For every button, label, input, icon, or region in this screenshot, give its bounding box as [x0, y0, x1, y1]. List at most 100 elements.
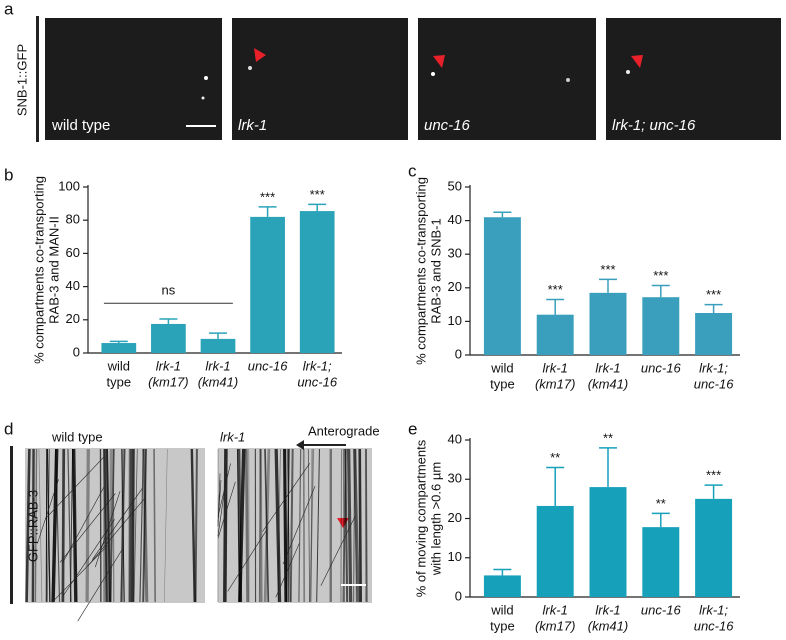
streak [244, 448, 249, 603]
image-caption: lrk-1; unc-16 [612, 117, 696, 134]
y-axis-label: % compartments co-transporting [31, 176, 46, 364]
panel-label: c [408, 161, 417, 180]
y-tick-label: 30 [448, 246, 462, 261]
arrow-head [296, 440, 304, 450]
trajectory [262, 463, 310, 532]
puncta [626, 70, 630, 74]
streak [31, 448, 35, 603]
streak [104, 448, 110, 603]
x-tick-label: (km41) [588, 618, 628, 633]
trajectory [62, 519, 115, 597]
image-caption: wild type [51, 429, 103, 444]
x-tick-label: type [490, 376, 515, 391]
x-tick-label: type [107, 374, 132, 389]
x-tick-label: unc-16 [297, 374, 338, 389]
x-tick-label: lrk-1 [595, 602, 620, 617]
streak [352, 448, 360, 603]
streak [61, 448, 66, 603]
bar [483, 575, 521, 597]
streak [194, 448, 198, 603]
y-tick-label: 20 [66, 311, 80, 326]
streak [316, 448, 320, 603]
significance: *** [260, 189, 275, 204]
bar [200, 338, 236, 353]
y-tick-label: 100 [58, 178, 80, 193]
puncta [204, 76, 208, 80]
bar [642, 297, 680, 355]
x-tick-label: (km17) [535, 618, 575, 633]
streak [55, 448, 61, 603]
streak [109, 448, 115, 603]
streak [307, 448, 310, 603]
y-axis-label: % of moving compartments [413, 439, 428, 597]
x-tick-label: unc-16 [641, 602, 682, 617]
streak [283, 448, 288, 603]
x-tick-label: lrk-1 [543, 602, 568, 617]
image-caption: lrk-1 [238, 117, 267, 134]
streak [343, 448, 345, 603]
y-tick-label: 20 [448, 279, 462, 294]
streak [347, 448, 353, 603]
streak [274, 448, 282, 603]
x-tick-label: (km41) [588, 376, 628, 391]
y-tick-label: 30 [448, 471, 462, 486]
streak [121, 448, 125, 603]
streak [286, 448, 291, 603]
streak [71, 448, 78, 603]
puncta [201, 96, 205, 100]
streak [69, 448, 73, 603]
streak [153, 448, 156, 603]
streak [340, 448, 343, 603]
annotation: ns [162, 283, 176, 298]
y-tick-label: 0 [455, 588, 462, 603]
streak [133, 448, 138, 603]
puncta [431, 72, 435, 76]
x-tick-label: unc-16 [248, 358, 289, 373]
puncta [566, 78, 570, 82]
x-tick-label: lrk-1 [595, 360, 620, 375]
x-tick-label: wild [490, 360, 513, 375]
streak [85, 448, 90, 603]
significance: ** [550, 450, 560, 465]
streak [310, 448, 313, 603]
streak [128, 448, 133, 603]
streak [139, 448, 144, 603]
x-tick-label: lrk-1; [699, 602, 728, 617]
streak [258, 448, 262, 603]
trajectory [92, 487, 143, 560]
bar [695, 498, 733, 597]
trajectory [87, 498, 145, 567]
y-axis-label: RAB-3 and SNB-1 [428, 218, 443, 324]
streak [142, 448, 147, 603]
x-tick-label: wild [490, 602, 513, 617]
streak [34, 448, 38, 603]
bar [695, 313, 733, 355]
y-tick-label: 50 [448, 178, 462, 193]
x-tick-label: unc-16 [694, 618, 735, 633]
streak [358, 448, 362, 603]
bracket [10, 446, 13, 604]
y-tick-label: 0 [73, 344, 80, 359]
streak [164, 448, 168, 603]
trajectory [77, 547, 124, 622]
arrowhead [254, 48, 266, 62]
bar [589, 292, 627, 355]
bar [642, 527, 680, 597]
direction-label: Anterograde [308, 423, 380, 438]
trajectory [275, 543, 300, 598]
image-caption: lrk-1 [220, 429, 245, 444]
panel-label: d [4, 419, 13, 438]
bar [536, 314, 574, 355]
trajectory [320, 516, 356, 586]
streak [38, 448, 43, 603]
micrograph [45, 18, 222, 140]
significance: *** [310, 187, 325, 202]
y-tick-label: 0 [455, 346, 462, 361]
panel-label: b [4, 165, 13, 184]
y-tick-label: 40 [448, 431, 462, 446]
significance: *** [600, 262, 615, 277]
streak [302, 448, 306, 603]
bar [101, 343, 137, 353]
x-tick-label: lrk-1 [205, 358, 230, 373]
